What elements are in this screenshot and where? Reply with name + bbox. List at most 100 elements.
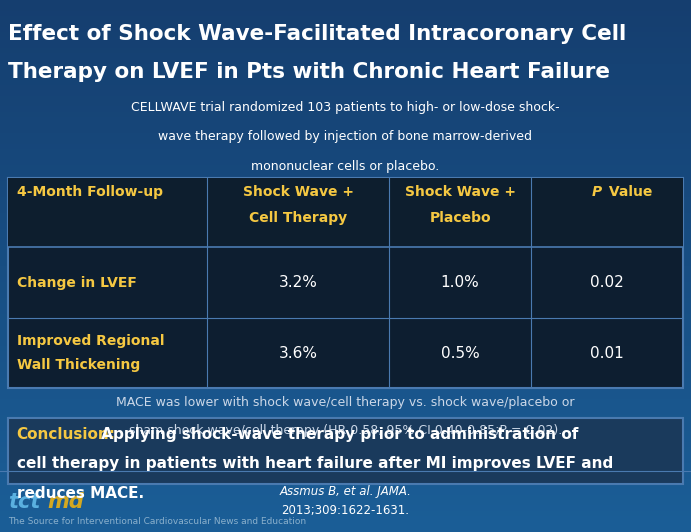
Bar [0, 154, 691, 160]
Bar [0, 367, 691, 372]
Bar [0, 0, 691, 5]
Text: Improved Regional: Improved Regional [17, 335, 164, 348]
Bar [0, 356, 691, 362]
Bar [0, 303, 691, 309]
Bar [0, 53, 691, 59]
Bar [0, 335, 691, 340]
Bar [8, 178, 683, 247]
Bar [0, 170, 691, 176]
Bar [0, 399, 691, 404]
Bar [0, 165, 691, 170]
Bar [0, 112, 691, 117]
Bar [0, 521, 691, 527]
Bar [0, 479, 691, 484]
Bar [0, 207, 691, 213]
Bar [0, 117, 691, 122]
Bar [0, 394, 691, 399]
Text: Applying shock-wave therapy prior to administration of: Applying shock-wave therapy prior to adm… [96, 427, 578, 442]
Bar [0, 37, 691, 43]
Bar [0, 234, 691, 239]
Bar [8, 178, 683, 388]
Bar [0, 447, 691, 452]
Bar [0, 463, 691, 468]
Bar [0, 442, 691, 447]
Bar [0, 277, 691, 282]
Bar [0, 351, 691, 356]
Bar [0, 436, 691, 442]
Bar [0, 202, 691, 207]
Text: 0.5%: 0.5% [441, 346, 480, 361]
Text: sham shock wave/cell therapy (HR 0.58; 95% CI 0.40-0.85;P = 0.02).: sham shock wave/cell therapy (HR 0.58; 9… [129, 424, 562, 437]
Bar [0, 21, 691, 27]
Bar [0, 500, 691, 505]
Bar [0, 149, 691, 154]
Text: 3.6%: 3.6% [278, 346, 318, 361]
Bar [0, 261, 691, 266]
Bar [0, 176, 691, 181]
Bar [0, 122, 691, 128]
Bar [0, 101, 691, 106]
Bar [0, 346, 691, 351]
Bar [0, 5, 691, 11]
Bar [0, 319, 691, 325]
Bar [0, 192, 691, 197]
Bar [0, 239, 691, 245]
Bar [0, 96, 691, 101]
Bar [0, 223, 691, 229]
Bar [0, 106, 691, 112]
Bar [0, 378, 691, 383]
Bar [0, 160, 691, 165]
Bar [0, 372, 691, 378]
Bar [0, 74, 691, 80]
Bar [0, 484, 691, 489]
Bar [0, 266, 691, 271]
Text: 2013;309:1622-1631.: 2013;309:1622-1631. [281, 504, 410, 517]
Bar [0, 420, 691, 426]
Text: wave therapy followed by injection of bone marrow-derived: wave therapy followed by injection of bo… [158, 130, 533, 143]
Bar [0, 511, 691, 516]
Text: Cell Therapy: Cell Therapy [249, 211, 348, 225]
Text: Effect of Shock Wave-Facilitated Intracoronary Cell: Effect of Shock Wave-Facilitated Intraco… [8, 24, 627, 44]
Bar [0, 128, 691, 133]
Text: P: P [591, 185, 602, 198]
Bar [0, 11, 691, 16]
Bar [0, 282, 691, 287]
Bar [0, 325, 691, 330]
Bar [8, 418, 683, 484]
Text: Shock Wave +: Shock Wave + [405, 185, 515, 198]
Bar [0, 85, 691, 90]
Bar [0, 90, 691, 96]
Bar [0, 27, 691, 32]
Bar [0, 298, 691, 303]
Text: 3.2%: 3.2% [279, 275, 318, 290]
Bar [0, 415, 691, 420]
Bar [0, 516, 691, 521]
Text: md: md [48, 492, 84, 512]
Bar [0, 340, 691, 346]
Text: 0.01: 0.01 [590, 346, 624, 361]
Bar [0, 43, 691, 48]
Text: tct: tct [8, 492, 41, 512]
Bar [0, 69, 691, 74]
Bar [0, 426, 691, 431]
Bar [0, 186, 691, 192]
Text: Conclusion:: Conclusion: [17, 427, 115, 442]
Text: mononuclear cells or placebo.: mononuclear cells or placebo. [252, 160, 439, 172]
Text: MACE was lower with shock wave/cell therapy vs. shock wave/placebo or: MACE was lower with shock wave/cell ther… [116, 396, 575, 409]
Bar [0, 362, 691, 367]
Bar [0, 16, 691, 21]
Bar [0, 48, 691, 53]
Bar [0, 458, 691, 463]
Bar [0, 218, 691, 223]
Bar [0, 255, 691, 261]
Text: The Source for Interventional Cardiovascular News and Education: The Source for Interventional Cardiovasc… [8, 517, 306, 526]
Bar [0, 527, 691, 532]
Bar [0, 271, 691, 277]
Bar [0, 473, 691, 479]
Bar [0, 287, 691, 293]
Bar [0, 293, 691, 298]
Bar [0, 505, 691, 511]
Bar [0, 309, 691, 314]
Text: Assmus B, et al. JAMA.: Assmus B, et al. JAMA. [280, 485, 411, 498]
Bar [0, 452, 691, 458]
